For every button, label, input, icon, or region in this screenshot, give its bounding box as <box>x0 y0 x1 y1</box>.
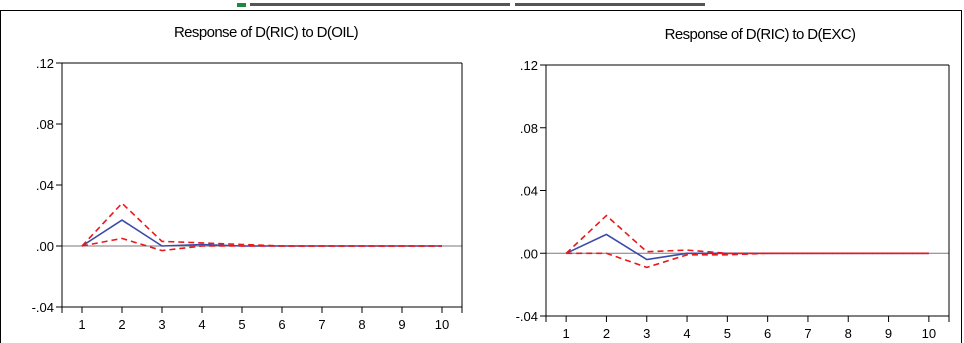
figure-frame <box>0 10 962 343</box>
x-tick-label: 2 <box>118 317 125 332</box>
x-tick-label: 1 <box>563 326 570 341</box>
x-tick-label: 6 <box>764 326 771 341</box>
lower-band-line <box>81 237 442 252</box>
irf-chart-exc: Response of D(RIC) to D(EXC) .12 .08 .04 .0… <box>516 26 950 341</box>
x-tick-label: 4 <box>198 317 205 332</box>
irf-chart-oil: Response of D(RIC) to D(OIL) .12 .08 .04 .0… <box>32 24 463 332</box>
y-tick-label: .00 <box>36 239 54 254</box>
x-tick-label: 9 <box>885 326 892 341</box>
x-tick-label: 4 <box>683 326 690 341</box>
y-tick-label: .12 <box>36 56 54 71</box>
x-tick-label: 3 <box>158 317 165 332</box>
upper-band-line <box>81 202 442 247</box>
x-tick-label: 8 <box>845 326 852 341</box>
x-tick-label: 1 <box>78 317 85 332</box>
y-tick-label: .00 <box>520 246 538 261</box>
x-tick-label: 10 <box>922 326 936 341</box>
x-tick-label: 7 <box>318 317 325 332</box>
x-tick-label: 10 <box>435 317 449 332</box>
chart-title: Response of D(RIC) to D(OIL) <box>174 24 359 41</box>
x-tick-label: 5 <box>724 326 731 341</box>
y-tick-label: .08 <box>36 117 54 132</box>
chart-panel-oil: Response of D(RIC) to D(OIL) .12 .08 .04 .0… <box>0 12 480 343</box>
x-tick-label: 6 <box>278 317 285 332</box>
x-tick-label: 8 <box>358 317 365 332</box>
y-tick-label: .04 <box>520 184 538 199</box>
y-tick-label: .08 <box>520 121 538 136</box>
y-tick-label: .12 <box>520 58 538 73</box>
x-tick-label: 2 <box>603 326 610 341</box>
x-tick-label: 5 <box>238 317 245 332</box>
upper-band-line <box>565 214 929 255</box>
y-tick-label: -.04 <box>516 309 538 324</box>
lower-band-line <box>566 252 929 269</box>
x-tick-label: 3 <box>643 326 650 341</box>
x-tick-label: 7 <box>804 326 811 341</box>
response-line <box>565 233 929 261</box>
chart-title: Response of D(RIC) to D(EXC) <box>665 26 856 43</box>
y-tick-label: -.04 <box>32 300 54 315</box>
cropped-caption-glyphs <box>237 3 705 7</box>
cropped-caption-strip <box>0 0 964 10</box>
y-tick-label: .04 <box>36 178 54 193</box>
chart-panel-exc: Response of D(RIC) to D(EXC) .12 .08 .04 .0… <box>480 12 964 343</box>
x-tick-label: 9 <box>398 317 405 332</box>
